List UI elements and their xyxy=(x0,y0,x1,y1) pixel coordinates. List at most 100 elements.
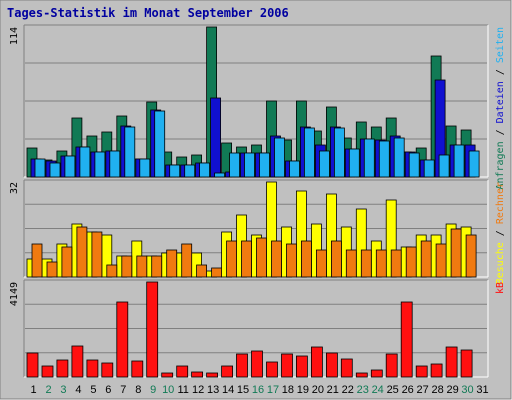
bar-seiten-day-30 xyxy=(468,150,480,178)
bar-seiten-day-7 xyxy=(124,126,136,178)
bar-kb-day-30 xyxy=(460,349,473,378)
bar-kb-day-19 xyxy=(295,355,308,378)
bar-kb-day-29 xyxy=(445,346,458,378)
day-label-7: 7 xyxy=(120,384,126,396)
day-label-24: 24 xyxy=(372,384,384,396)
bar-kb-day-9 xyxy=(146,281,159,378)
day-label-28: 28 xyxy=(431,384,443,396)
bar-seiten-day-19 xyxy=(303,127,315,178)
day-label-21: 21 xyxy=(327,384,339,396)
day-label-11: 11 xyxy=(177,384,188,396)
bar-kb-day-3 xyxy=(56,359,69,378)
bar-rechner-day-23 xyxy=(360,249,372,278)
day-label-17: 17 xyxy=(267,384,279,396)
legend-anfragen: Anfragen xyxy=(495,141,506,189)
bar-kb-day-27 xyxy=(415,365,428,378)
day-label-19: 19 xyxy=(297,384,309,396)
panel-legend: kB xyxy=(495,282,506,294)
bar-kb-day-4 xyxy=(71,345,84,378)
day-label-15: 15 xyxy=(237,384,249,396)
day-label-16: 16 xyxy=(252,384,264,396)
chart-title: Tages-Statistik im Monat September 2006 xyxy=(7,6,289,20)
bar-kb-day-7 xyxy=(116,301,129,378)
y-max-label: 114 xyxy=(9,27,20,45)
panel-legend: Anfragen / Dateien / Seiten xyxy=(495,27,506,190)
bar-seiten-day-13 xyxy=(214,172,226,178)
bar-rechner-day-12 xyxy=(196,264,208,278)
bar-rechner-day-24 xyxy=(375,249,387,278)
legend-separator: / xyxy=(495,63,506,81)
panel-kb: 4149 kB xyxy=(9,279,506,378)
bar-rechner-day-1 xyxy=(31,243,43,278)
day-label-5: 5 xyxy=(90,384,96,396)
bar-seiten-day-18 xyxy=(289,160,300,178)
bar-seiten-day-11 xyxy=(184,164,196,178)
bar-rechner-day-7 xyxy=(121,255,133,278)
bar-seiten-day-24 xyxy=(378,140,390,178)
bar-seiten-day-1 xyxy=(34,158,46,178)
bar-seiten-day-3 xyxy=(64,155,76,178)
bar-kb-day-25 xyxy=(385,353,398,378)
bar-kb-day-18 xyxy=(281,353,293,378)
panel-besuche-rechner: 32 Besuche / Rechner xyxy=(9,179,506,284)
bar-kb-day-10 xyxy=(161,372,174,378)
bar-rechner-day-17 xyxy=(271,240,282,278)
day-label-30: 30 xyxy=(461,384,473,396)
bar-rechner-day-5 xyxy=(91,231,103,278)
bar-seiten-day-5 xyxy=(94,151,106,178)
panel-legend: Besuche / Rechner xyxy=(495,182,506,284)
day-label-29: 29 xyxy=(446,384,458,396)
bar-rechner-day-15 xyxy=(241,240,252,278)
bar-kb-day-20 xyxy=(310,346,323,378)
legend-separator: / xyxy=(495,123,506,141)
bar-seiten-day-25 xyxy=(393,137,405,178)
bar-kb-day-13 xyxy=(206,372,219,378)
bar-seiten-day-12 xyxy=(199,162,211,178)
bar-seiten-day-10 xyxy=(169,164,181,178)
bar-seiten-day-20 xyxy=(318,150,330,178)
bar-kb-day-24 xyxy=(370,369,383,378)
bar-seiten-day-8 xyxy=(139,158,151,178)
bar-rechner-day-26 xyxy=(405,246,417,278)
bar-seiten-day-16 xyxy=(259,152,270,178)
day-label-26: 26 xyxy=(402,384,414,396)
day-label-6: 6 xyxy=(105,384,111,396)
bar-kb-day-11 xyxy=(176,365,189,378)
bar-seiten-day-14 xyxy=(229,152,241,178)
day-label-27: 27 xyxy=(416,384,428,396)
bar-seiten-day-29 xyxy=(453,144,465,178)
bar-rechner-day-8 xyxy=(136,255,148,278)
bar-kb-day-21 xyxy=(325,352,338,378)
legend-dateien: Dateien xyxy=(495,81,506,123)
bar-seiten-day-21 xyxy=(333,127,345,178)
bar-seiten-day-4 xyxy=(79,146,91,178)
bar-rechner-day-16 xyxy=(256,237,267,278)
legend-separator: / xyxy=(495,224,506,242)
bar-kb-day-16 xyxy=(251,350,263,378)
bar-rechner-day-27 xyxy=(420,240,432,278)
day-label-25: 25 xyxy=(387,384,399,396)
day-label-20: 20 xyxy=(312,384,324,396)
bar-rechner-day-6 xyxy=(106,264,118,278)
bar-seiten-day-15 xyxy=(244,152,255,178)
bar-seiten-day-23 xyxy=(363,138,375,178)
bar-rechner-day-3 xyxy=(61,246,73,278)
legend-kb: kB xyxy=(495,282,506,294)
bar-seiten-day-9 xyxy=(154,110,166,178)
y-max-label: 4149 xyxy=(9,282,20,306)
bar-rechner-day-14 xyxy=(226,240,238,278)
bar-kb-day-5 xyxy=(86,359,99,378)
legend-besuche: Besuche xyxy=(495,242,506,284)
bar-seiten-day-26 xyxy=(408,152,420,178)
bar-rechner-day-22 xyxy=(345,249,357,278)
bar-seiten-day-2 xyxy=(49,162,61,178)
bar-rechner-day-28 xyxy=(435,243,447,278)
bar-kb-day-8 xyxy=(131,360,144,378)
bar-rechner-day-29 xyxy=(450,228,462,278)
bar-rechner-day-2 xyxy=(46,261,58,278)
bar-kb-day-28 xyxy=(430,363,443,378)
bar-rechner-day-18 xyxy=(286,243,297,278)
day-label-2: 2 xyxy=(45,384,51,396)
legend-seiten: Seiten xyxy=(495,27,506,63)
